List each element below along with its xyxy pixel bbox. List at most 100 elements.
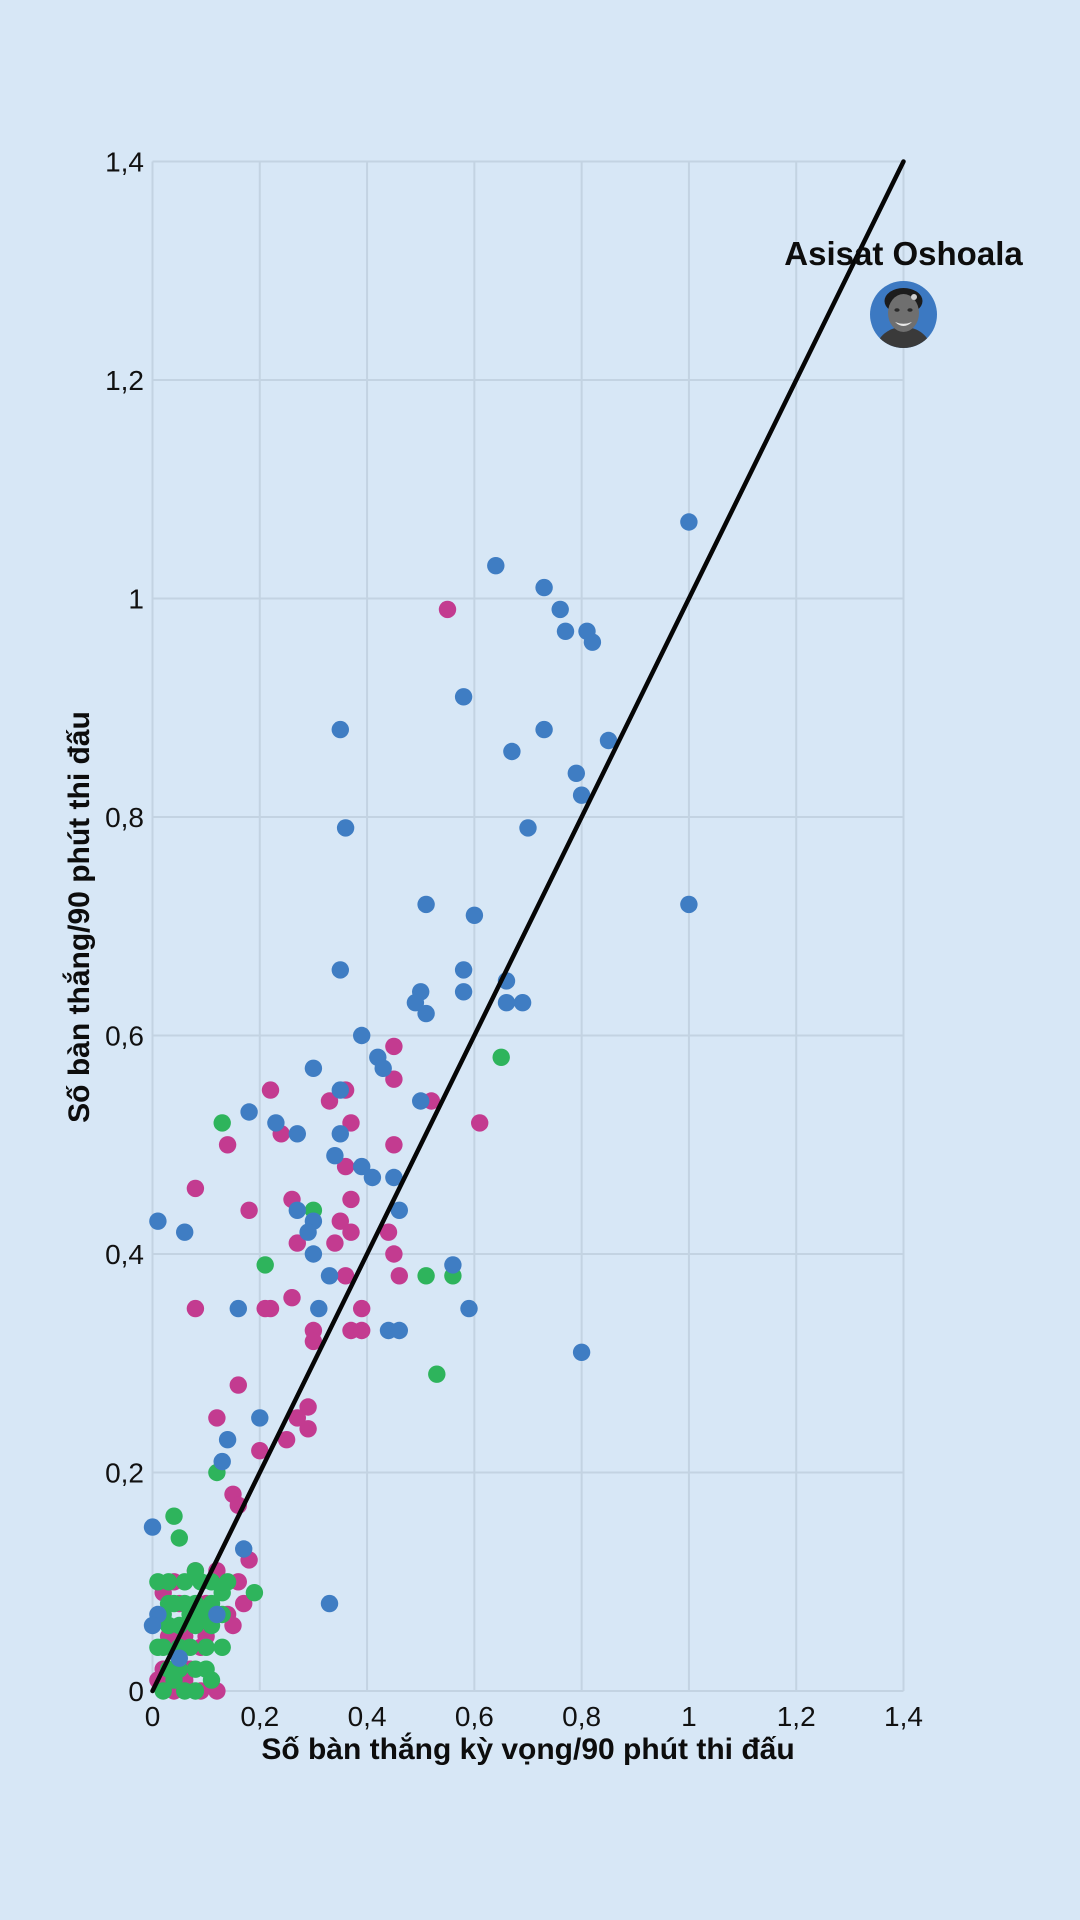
data-point-pink xyxy=(320,1092,339,1110)
data-point-blue xyxy=(218,1431,237,1449)
data-point-pink xyxy=(385,1136,403,1154)
data-point-blue xyxy=(304,1059,323,1078)
data-point-blue xyxy=(240,1103,258,1121)
data-point-blue xyxy=(320,1267,339,1285)
data-point-pink xyxy=(471,1114,489,1132)
data-point-pink xyxy=(385,1037,403,1056)
data-point-green xyxy=(213,1114,231,1132)
data-point-blue xyxy=(331,1125,349,1143)
data-point-pink xyxy=(342,1114,360,1132)
data-point-pink xyxy=(251,1442,269,1460)
data-point-blue xyxy=(406,994,425,1012)
data-point-green xyxy=(186,1616,205,1635)
data-point-pink xyxy=(385,1245,403,1263)
x-tick-label: 0,6 xyxy=(455,1701,494,1732)
data-point-blue xyxy=(460,1299,478,1318)
y-tick-label: 0,2 xyxy=(105,1458,144,1489)
data-point-blue xyxy=(487,557,505,575)
data-point-pink xyxy=(299,1398,317,1416)
x-tick-label: 1,4 xyxy=(884,1701,923,1732)
data-point-blue xyxy=(143,1616,162,1635)
player-avatar xyxy=(870,280,937,348)
data-point-blue xyxy=(331,720,349,739)
data-point-blue xyxy=(149,1212,167,1230)
data-point-blue xyxy=(320,1594,339,1613)
data-point-blue xyxy=(331,961,349,979)
data-point-blue xyxy=(572,1343,591,1362)
data-point-pink xyxy=(288,1409,306,1427)
data-point-blue xyxy=(213,1452,231,1471)
data-point-pink xyxy=(186,1179,205,1198)
data-point-pink xyxy=(336,1267,355,1285)
y-tick-label: 0,4 xyxy=(105,1239,144,1270)
data-point-green xyxy=(165,1671,183,1689)
data-point-pink xyxy=(331,1212,349,1230)
data-point-blue xyxy=(326,1147,344,1165)
data-point-pink xyxy=(379,1223,398,1241)
data-point-green xyxy=(176,1573,194,1591)
data-point-pink xyxy=(342,1190,360,1209)
data-point-pink xyxy=(385,1070,403,1088)
data-point-blue xyxy=(513,994,532,1012)
data-point-pink xyxy=(283,1289,301,1307)
data-point-blue xyxy=(412,1092,430,1110)
y-tick-label: 1,2 xyxy=(105,365,144,396)
data-point-blue xyxy=(299,1223,317,1241)
data-point-blue xyxy=(454,688,473,706)
data-point-pink xyxy=(304,1332,323,1351)
data-point-green xyxy=(154,1638,172,1657)
data-point-blue xyxy=(208,1605,226,1624)
data-point-blue xyxy=(503,742,521,761)
data-point-blue xyxy=(390,1201,408,1220)
data-point-pink xyxy=(235,1594,253,1613)
annotation-label: Asisat Oshoala xyxy=(784,234,1023,272)
data-point-green xyxy=(154,1682,172,1700)
data-point-pink xyxy=(277,1431,296,1449)
data-point-green xyxy=(181,1638,199,1657)
x-tick-label: 0,2 xyxy=(240,1701,279,1732)
y-tick-label: 0,6 xyxy=(105,1021,144,1052)
data-point-blue xyxy=(267,1114,285,1132)
data-point-pink xyxy=(224,1616,242,1635)
data-point-green xyxy=(256,1256,274,1274)
data-point-green xyxy=(428,1365,446,1383)
data-point-pink xyxy=(240,1201,258,1220)
data-point-blue xyxy=(176,1223,194,1241)
data-point-pink xyxy=(438,600,457,619)
data-point-blue xyxy=(310,1299,328,1318)
data-point-blue xyxy=(680,513,698,531)
data-point-blue xyxy=(556,622,575,640)
data-point-blue xyxy=(535,720,553,739)
data-point-green xyxy=(213,1638,231,1657)
x-tick-label: 1 xyxy=(681,1701,697,1732)
data-point-blue xyxy=(583,633,602,651)
data-point-blue xyxy=(229,1299,247,1318)
data-point-blue xyxy=(444,1256,462,1274)
player-portrait-icon xyxy=(870,280,937,348)
data-point-blue xyxy=(519,819,537,837)
data-point-blue xyxy=(417,1004,435,1023)
data-point-green xyxy=(245,1584,264,1602)
x-tick-label: 0,8 xyxy=(562,1701,601,1732)
data-point-pink xyxy=(229,1376,247,1394)
data-point-pink xyxy=(261,1081,280,1099)
data-point-green xyxy=(197,1638,215,1657)
data-point-pink xyxy=(342,1223,360,1241)
data-point-pink xyxy=(288,1234,306,1252)
data-point-blue xyxy=(465,906,484,924)
data-point-pink xyxy=(353,1321,371,1340)
data-point-blue xyxy=(497,994,516,1012)
data-point-blue xyxy=(680,895,698,914)
data-point-green xyxy=(492,1048,510,1067)
data-point-green xyxy=(202,1671,221,1689)
y-tick-label: 0 xyxy=(128,1676,144,1707)
data-point-blue xyxy=(551,600,569,619)
data-point-blue xyxy=(417,895,435,914)
data-point-pink xyxy=(186,1299,205,1318)
identity-line xyxy=(150,159,906,1694)
data-point-blue xyxy=(235,1540,253,1558)
data-point-blue xyxy=(353,1157,371,1176)
data-point-blue xyxy=(170,1649,188,1667)
